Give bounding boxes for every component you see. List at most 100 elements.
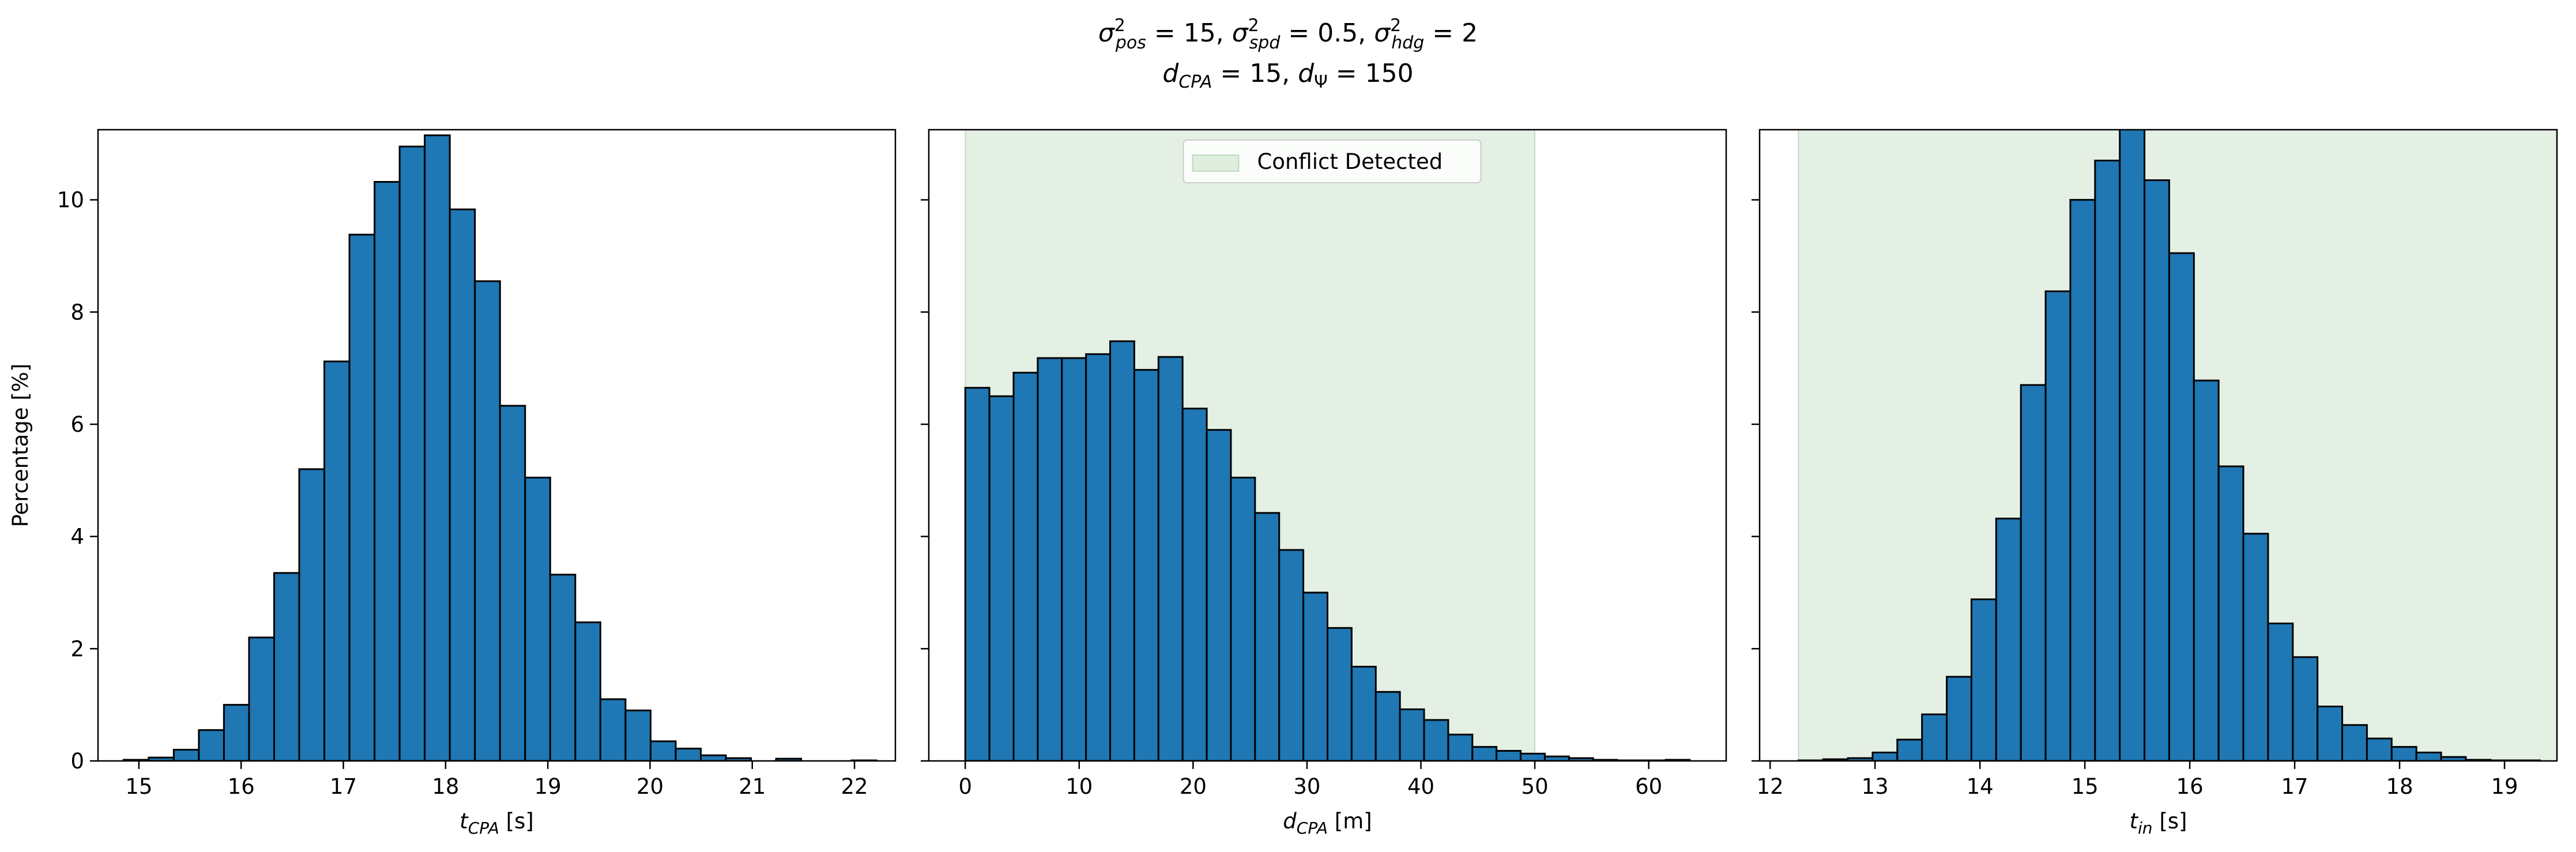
x-tick-label: 60 — [1635, 774, 1662, 799]
x-tick-label: 19 — [534, 774, 562, 799]
x-axis-label: tin [s] — [2130, 809, 2187, 838]
x-tick-label: 50 — [1522, 774, 1549, 799]
histogram-bar — [549, 574, 577, 761]
x-axis-label: dCPA [m] — [1283, 809, 1372, 838]
x-axis-label: tCPA [s] — [460, 809, 534, 838]
histogram-bar — [1995, 518, 2022, 761]
histogram-bar — [374, 181, 401, 761]
x-tick-label: 22 — [841, 774, 868, 799]
x-tick-label: 18 — [432, 774, 459, 799]
histogram-bar — [2119, 130, 2146, 761]
y-tick-label: 2 — [70, 636, 84, 661]
histogram-bar — [1327, 627, 1353, 761]
x-tick-label: 21 — [739, 774, 766, 799]
histogram-bar — [2267, 623, 2294, 761]
x-tick-label: 12 — [1757, 774, 1784, 799]
histogram-bar — [699, 754, 727, 761]
x-tick-label: 17 — [330, 774, 357, 799]
histogram-bar — [1520, 752, 1546, 761]
legend: Conflict Detected — [1182, 140, 1482, 183]
histogram-bar — [524, 476, 551, 761]
histogram-bar — [298, 468, 326, 761]
histogram-bar — [424, 134, 451, 761]
histogram-bar — [2069, 199, 2096, 761]
histogram-bar — [449, 208, 476, 761]
x-tick-label: 18 — [2386, 774, 2413, 799]
y-tick-label: 6 — [70, 412, 84, 437]
histogram-bar — [1230, 476, 1256, 761]
x-tick-label: 30 — [1293, 774, 1320, 799]
histogram-bar — [2317, 706, 2344, 761]
histogram-bar — [499, 405, 526, 761]
histogram-bar — [988, 395, 1015, 761]
histogram-bar — [2415, 751, 2442, 761]
histogram-bar — [1946, 676, 1972, 761]
histogram-bar — [2020, 384, 2047, 761]
histogram-bar — [2366, 737, 2393, 761]
axes-frame — [1758, 129, 2558, 762]
histogram-bar — [1374, 691, 1401, 761]
histogram-bar — [2044, 290, 2072, 761]
histogram-bar — [1399, 708, 1425, 761]
x-tick-label: 10 — [1065, 774, 1093, 799]
histogram-bar — [2341, 724, 2368, 761]
histogram-bar — [2390, 746, 2417, 761]
histogram-bar — [474, 280, 501, 761]
y-tick-label: 8 — [70, 300, 84, 325]
histogram-bar — [1921, 713, 1948, 761]
x-tick-label: 14 — [1967, 774, 1994, 799]
histogram-bar — [649, 740, 677, 761]
histogram-bar — [2242, 533, 2269, 761]
histogram-bar — [1157, 356, 1184, 761]
histogram-bar — [1181, 408, 1208, 761]
x-tick-label: 16 — [2176, 774, 2204, 799]
histogram-bar — [675, 748, 702, 761]
histogram-bar — [172, 749, 200, 761]
x-tick-label: 17 — [2281, 774, 2308, 799]
histogram-bar — [1447, 733, 1474, 761]
figure-title-line1: σ2 pos = 15, σ2 spd = 0.5, σ2 hdg = 2 — [1098, 16, 1478, 53]
histogram-bar — [398, 145, 426, 761]
histogram-bar — [1496, 749, 1522, 761]
histogram-bar — [574, 621, 601, 761]
legend-swatch — [1192, 154, 1240, 172]
x-tick-label: 13 — [1862, 774, 1889, 799]
histogram-bar — [2217, 465, 2244, 761]
histogram-bar — [1061, 357, 1087, 761]
y-axis-label: Percentage [%] — [8, 364, 33, 527]
histogram-bar — [323, 360, 351, 761]
histogram-bar — [1350, 665, 1377, 761]
x-tick-label: 20 — [1180, 774, 1207, 799]
histogram-bar — [1471, 746, 1498, 761]
x-tick-label: 15 — [2072, 774, 2099, 799]
histogram-bar — [1085, 353, 1112, 761]
axes-frame — [97, 129, 897, 762]
histogram-bar — [1037, 357, 1063, 761]
y-tick-label: 4 — [70, 525, 84, 549]
histogram-bar — [2193, 379, 2220, 761]
x-tick-label: 15 — [125, 774, 152, 799]
figure-title-line2: dCPA = 15, dΨ = 150 — [1162, 59, 1413, 92]
histogram-bar — [624, 709, 651, 761]
histogram-bar — [1871, 751, 1899, 761]
histogram-bar — [198, 729, 225, 761]
y-tick-label: 0 — [70, 749, 84, 774]
histogram-bar — [2144, 179, 2170, 761]
histogram-bar — [599, 698, 627, 761]
x-tick-label: 16 — [228, 774, 255, 799]
histogram-bar — [223, 704, 250, 761]
histogram-bar — [1109, 340, 1135, 761]
histogram-panel-dcpa: 0 10 20 30 40 50 60 dCPA [m] Conflict Detected — [921, 129, 1727, 838]
histogram-bar — [348, 233, 376, 761]
histogram-bar — [1970, 598, 1997, 761]
histogram-panel-tin: 12 13 14 15 16 17 18 19 tin [s] — [1752, 129, 2558, 838]
histogram-bar — [1423, 719, 1449, 761]
legend-label: Conflict Detected — [1257, 149, 1443, 174]
histogram-bar — [775, 757, 803, 761]
histogram-bar — [1278, 549, 1305, 761]
histogram-bar — [2094, 160, 2121, 761]
histogram-bar — [1896, 738, 1923, 761]
x-tick-label: 0 — [958, 774, 972, 799]
histogram-panel-tcpa: 15 16 17 18 19 20 21 22 0 2 4 6 8 10 tCPA [s] Percentag… — [8, 129, 897, 838]
